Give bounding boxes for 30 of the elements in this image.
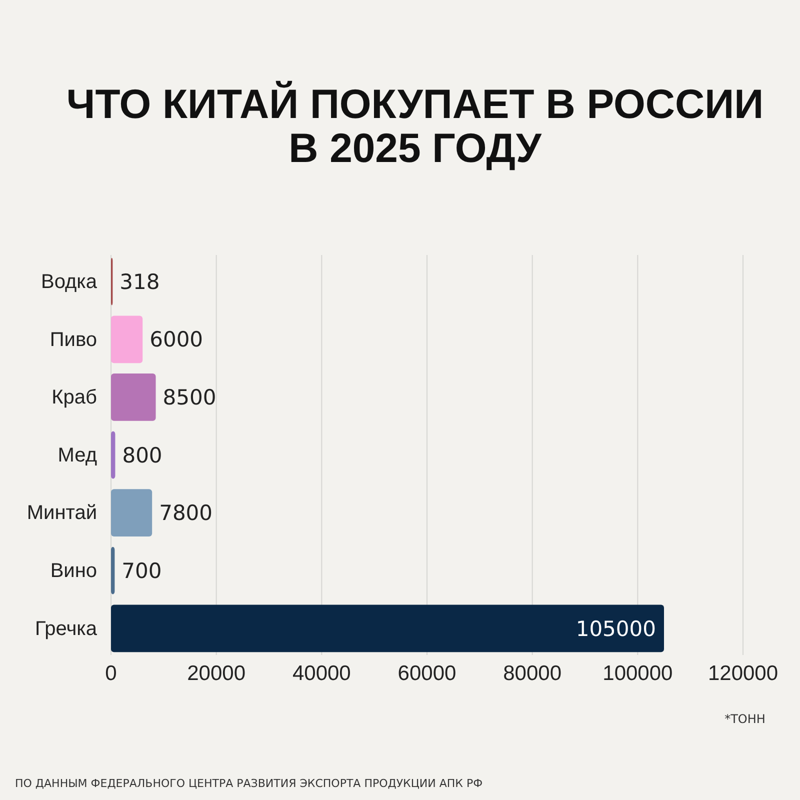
y-tick-label: Краб — [52, 386, 97, 409]
data-label: 8500 — [162, 386, 216, 410]
y-tick-label: Минтай — [26, 502, 97, 524]
x-tick-label: 60000 — [398, 662, 456, 685]
x-tick-label: 0 — [105, 662, 117, 685]
y-tick-label: Вино — [50, 560, 97, 582]
bar — [111, 373, 156, 421]
y-tick-label: Пиво — [50, 328, 97, 351]
bar — [111, 546, 115, 594]
data-label: 800 — [122, 443, 162, 468]
x-tick-label: 80000 — [503, 662, 562, 685]
data-label: 7800 — [159, 501, 213, 526]
y-tick-label: Мед — [58, 444, 98, 466]
text: ПО ДАННЫМ ФЕДЕРАЛЬНОГО ЦЕНТРА РАЗВИТИЯ ЭКСПОРТА ПРОДУКЦИИ АПК РФ — [15, 777, 483, 790]
bar — [111, 604, 664, 652]
y-tick-label: Водка — [40, 270, 98, 293]
text: *ТОНН — [724, 712, 766, 726]
data-label: 6000 — [150, 328, 204, 352]
bar — [111, 431, 116, 479]
data-label: 105000 — [576, 616, 656, 641]
x-tick-label: 100000 — [602, 662, 673, 685]
data-label: 700 — [122, 558, 162, 583]
data-label: 318 — [120, 270, 160, 294]
y-tick-label: Гречка — [34, 618, 98, 640]
x-tick-label: 40000 — [292, 662, 351, 685]
bar — [111, 489, 152, 537]
chart-title: ЧТО КИТАЙ ПОКУПАЕТ В РОССИИ В 2025 ГОДУ — [66, 80, 764, 171]
bar — [111, 316, 143, 364]
x-tick-label: 120000 — [708, 662, 778, 685]
x-tick-label: 20000 — [187, 662, 246, 685]
